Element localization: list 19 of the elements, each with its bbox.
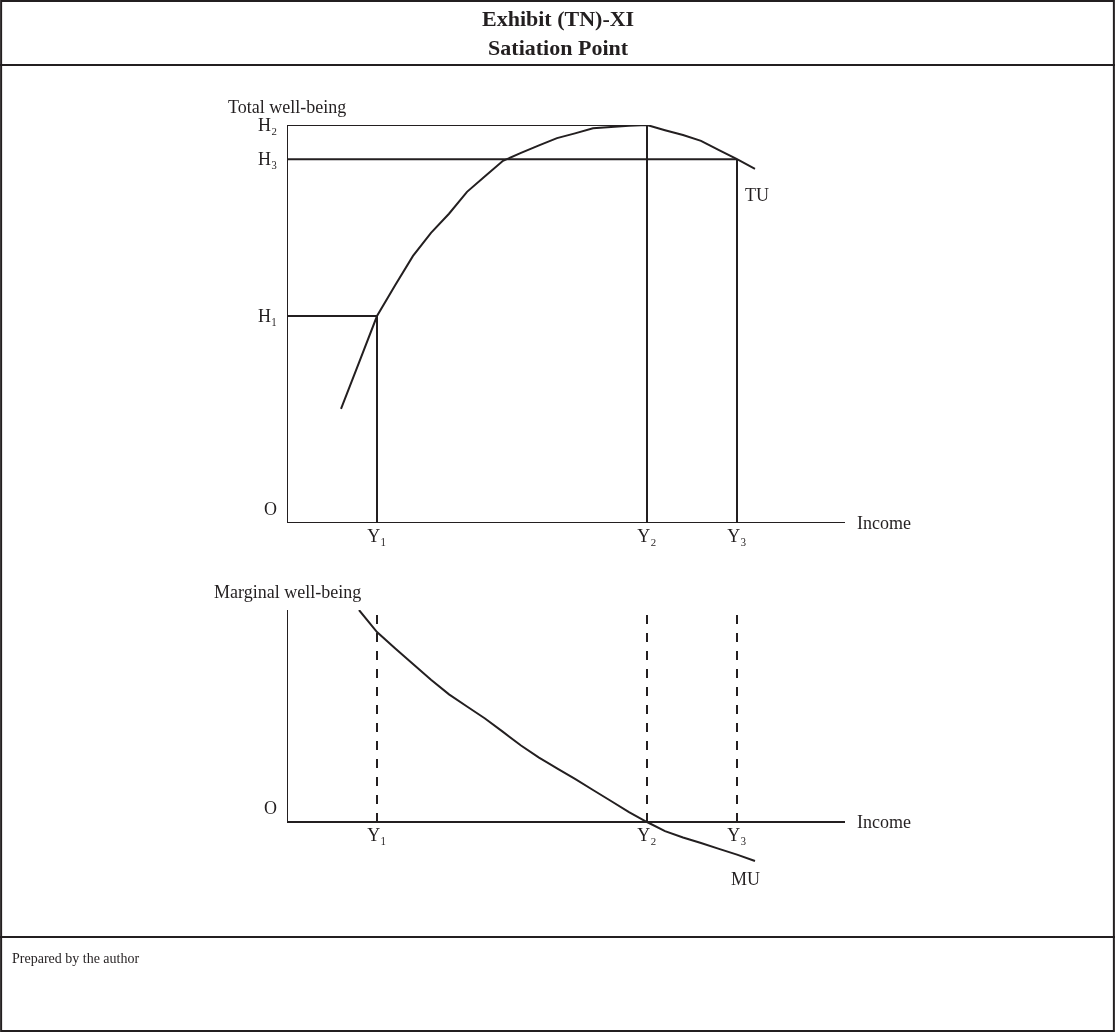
text: O bbox=[264, 499, 277, 519]
y-axis-title: Total well-being bbox=[228, 97, 347, 117]
x-tick-label: Y₃ bbox=[727, 526, 747, 546]
series-label: TU bbox=[745, 185, 769, 205]
x-axis-title: Income bbox=[857, 812, 911, 832]
x-tick-label: Y₁ bbox=[367, 825, 387, 845]
x-tick-label: Y₃ bbox=[727, 825, 747, 845]
x-tick-label: Y₁ bbox=[367, 526, 387, 546]
x-axis-title: Income bbox=[857, 513, 911, 533]
x-tick-label: Y₂ bbox=[637, 825, 657, 845]
series-label: H₁ bbox=[258, 306, 278, 326]
chart-title: Exhibit (TN)-XI Satiation Point bbox=[482, 6, 635, 60]
series-label: MU bbox=[731, 869, 761, 889]
text: Prepared by the author bbox=[12, 951, 140, 966]
text: O bbox=[264, 798, 277, 818]
x-tick-label: Y₂ bbox=[637, 526, 657, 546]
series-label: H₃ bbox=[258, 149, 278, 169]
y-axis-title: Marginal well-being bbox=[214, 582, 362, 602]
series-label: H₂ bbox=[258, 115, 278, 135]
